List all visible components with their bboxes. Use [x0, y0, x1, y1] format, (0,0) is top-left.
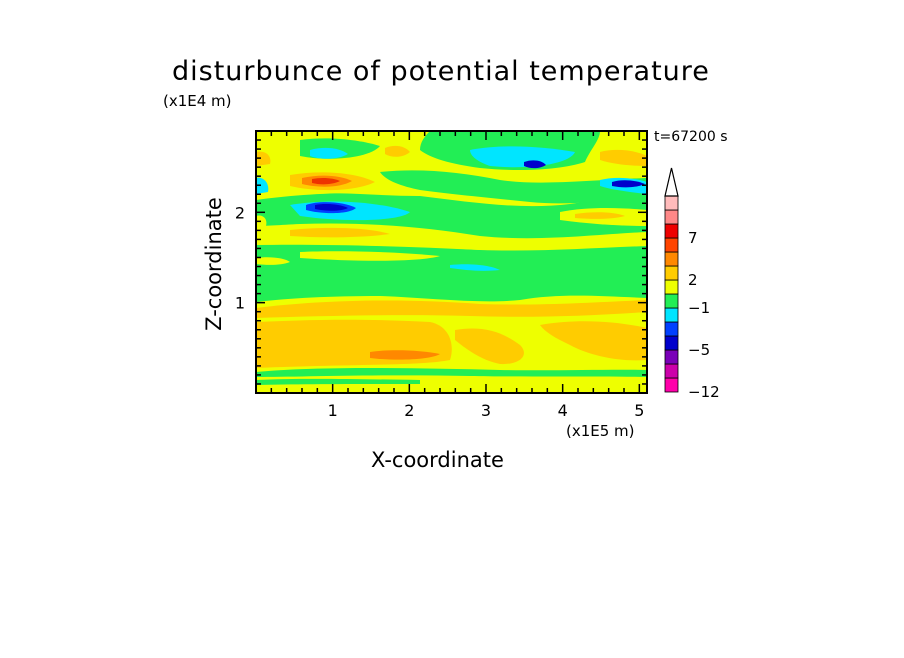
field-layer	[256, 378, 420, 385]
colorbar-swatch	[664, 279, 679, 295]
field-layer	[540, 321, 647, 361]
y-tick-label: 1	[235, 294, 245, 313]
field-layer	[600, 149, 647, 166]
colorbar-swatch	[664, 251, 679, 267]
field-layer	[524, 160, 546, 169]
colorbar-label: −5	[688, 341, 710, 359]
colorbar-swatch	[664, 237, 679, 253]
colorbar-swatch	[664, 265, 679, 281]
x-tick-label: 3	[481, 401, 491, 420]
colorbar-swatch	[664, 335, 679, 351]
colorbar-swatch	[664, 209, 679, 225]
colorbar-label: −12	[688, 383, 720, 401]
x-tick-label: 1	[328, 401, 338, 420]
colorbar-label: 2	[688, 271, 698, 289]
y-axis-label: Z-coordinate	[202, 197, 226, 331]
colorbar-swatch	[664, 307, 679, 323]
field-layer	[300, 251, 440, 261]
field-layer	[256, 368, 647, 377]
x-tick-label: 2	[404, 401, 414, 420]
time-label: t=67200 s	[654, 129, 728, 145]
x-unit-label: (x1E5 m)	[566, 422, 635, 440]
x-axis-label: X-coordinate	[371, 448, 504, 472]
field-layer	[380, 170, 647, 204]
field-layer	[315, 204, 348, 211]
y-tick-label: 2	[235, 203, 245, 222]
axis-ticks: 1 2 3 4 5 1 2	[235, 131, 647, 420]
colorbar-swatch	[664, 293, 679, 309]
field-layer	[256, 151, 271, 166]
colorbar-swatch	[664, 363, 679, 379]
field-layer	[612, 180, 645, 188]
chart-title: disturbunce of potential temperature	[172, 56, 710, 87]
colorbar-overflow-arrow	[664, 167, 679, 197]
field-layer	[256, 177, 269, 194]
colorbar-swatch	[664, 195, 679, 211]
z-unit-label: (x1E4 m)	[163, 92, 232, 110]
x-tick-label: 5	[634, 401, 644, 420]
colorbar-label: −1	[688, 299, 710, 317]
field-layer	[455, 328, 524, 365]
contour-field	[256, 131, 647, 393]
field-layer	[256, 300, 647, 318]
field-layer	[256, 257, 290, 265]
colorbar-swatch	[664, 321, 679, 337]
field-layer	[450, 264, 500, 271]
field-layer	[290, 227, 390, 238]
field-layer	[470, 146, 575, 168]
colorbar: 7 2 −1 −5 −12	[664, 167, 720, 401]
field-layer	[312, 177, 340, 185]
field-layer	[575, 212, 625, 219]
colorbar-swatch	[664, 377, 679, 393]
colorbar-label: 7	[688, 229, 698, 247]
colorbar-swatch	[664, 223, 679, 239]
colorbar-swatch	[664, 349, 679, 365]
field-layer	[310, 147, 348, 159]
field-layer	[385, 145, 410, 157]
field-layer	[256, 215, 267, 230]
x-tick-label: 4	[558, 401, 568, 420]
field-layer	[370, 350, 440, 360]
plot-frame	[255, 130, 648, 394]
field-layer	[256, 319, 452, 368]
